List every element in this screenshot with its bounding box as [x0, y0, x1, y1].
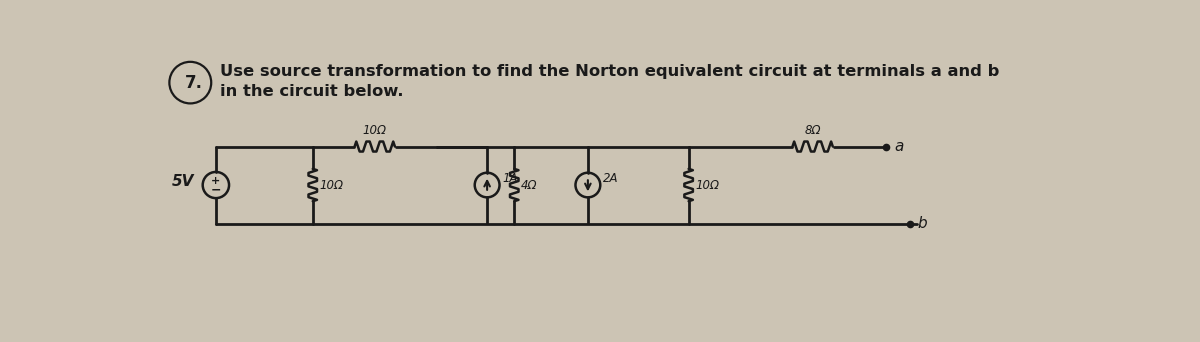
Text: 1A: 1A — [503, 172, 518, 185]
Text: a: a — [894, 139, 904, 154]
Text: 2A: 2A — [604, 172, 619, 185]
Text: 10Ω: 10Ω — [319, 179, 343, 192]
Text: 10Ω: 10Ω — [362, 123, 386, 136]
Text: in the circuit below.: in the circuit below. — [220, 84, 403, 100]
Text: 8Ω: 8Ω — [804, 123, 821, 136]
Text: b: b — [917, 216, 926, 231]
Text: 7.: 7. — [185, 74, 203, 92]
Text: −: − — [211, 183, 221, 196]
Text: +: + — [211, 176, 221, 186]
Text: 4Ω: 4Ω — [521, 179, 538, 192]
Text: 5V: 5V — [172, 174, 194, 189]
Text: Use source transformation to find the Norton equivalent circuit at terminals a a: Use source transformation to find the No… — [220, 64, 1000, 79]
Text: 10Ω: 10Ω — [696, 179, 720, 192]
